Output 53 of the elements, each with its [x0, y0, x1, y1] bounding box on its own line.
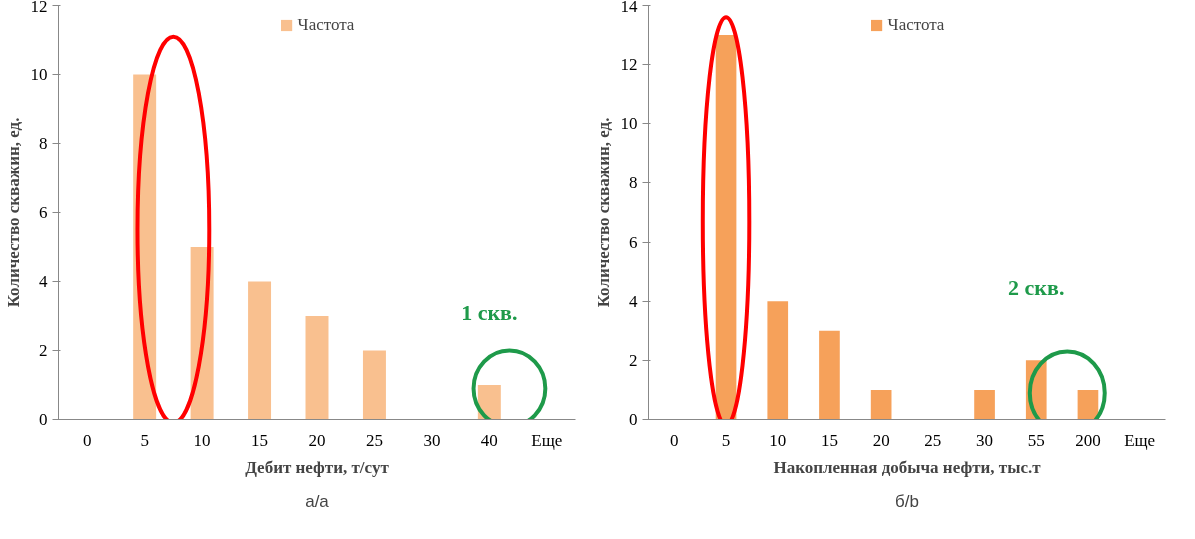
annotation: 2 скв.	[1008, 275, 1065, 301]
bar	[1077, 389, 1099, 420]
bar	[974, 389, 995, 420]
x-tick-label: Еще	[531, 430, 563, 450]
bar	[248, 281, 272, 420]
y-axis-title: Количество скважин, ед.	[593, 117, 613, 308]
x-tick-label: 20	[872, 430, 890, 450]
x-tick-label: 55	[1027, 430, 1045, 450]
text: а/а	[305, 491, 330, 511]
annotation: 1 скв.	[461, 300, 518, 325]
x-tick-label: 0	[82, 430, 92, 450]
x-tick-label: 10	[193, 430, 211, 450]
bar	[870, 389, 892, 420]
x-axis-title: Дебит нефти, т/сут	[245, 457, 390, 477]
bar	[477, 385, 501, 420]
y-tick-label: 4	[629, 291, 638, 311]
x-tick-label: 0	[670, 430, 679, 450]
text: б/b	[895, 491, 919, 511]
x-tick-label: 5	[140, 430, 149, 450]
legend-label: Частота	[887, 15, 945, 35]
x-tick-label: 30	[423, 430, 441, 450]
bar	[362, 350, 386, 420]
y-tick-label: 0	[39, 410, 48, 429]
y-tick-label: 8	[629, 173, 638, 193]
y-tick-label: 14	[620, 0, 638, 16]
y-tick-label: 4	[39, 272, 48, 291]
bar	[819, 330, 840, 420]
y-tick-label: 2	[629, 350, 638, 370]
x-axis-title: Накопленная добыча нефти, тыс.т	[773, 457, 1042, 477]
x-tick-label: 25	[924, 430, 942, 450]
legend-label: Частота	[297, 15, 355, 35]
y-tick-label: 12	[30, 0, 48, 16]
y-tick-label: 10	[30, 65, 48, 84]
y-tick-label: 8	[39, 134, 48, 153]
x-tick-label: 15	[820, 430, 838, 450]
y-tick-label: 6	[39, 203, 48, 222]
x-tick-label: 10	[769, 430, 787, 450]
y-tick-label: 10	[620, 114, 638, 134]
x-tick-label: 15	[251, 430, 269, 450]
bar	[305, 316, 329, 420]
x-tick-label: 40	[480, 430, 498, 450]
x-tick-label: 30	[976, 430, 994, 450]
x-tick-label: 25	[365, 430, 383, 450]
x-tick-label: 20	[308, 430, 326, 450]
x-tick-label: 5	[721, 430, 731, 450]
bar	[767, 301, 789, 420]
y-tick-label: 2	[39, 341, 48, 360]
x-tick-label: 200	[1075, 430, 1101, 450]
y-tick-label: 6	[629, 232, 638, 252]
y-tick-label: 12	[620, 55, 638, 75]
y-tick-label: 0	[629, 410, 638, 429]
y-axis-title: Количество скважин, ед.	[3, 117, 23, 308]
x-tick-label: Еще	[1124, 430, 1156, 450]
